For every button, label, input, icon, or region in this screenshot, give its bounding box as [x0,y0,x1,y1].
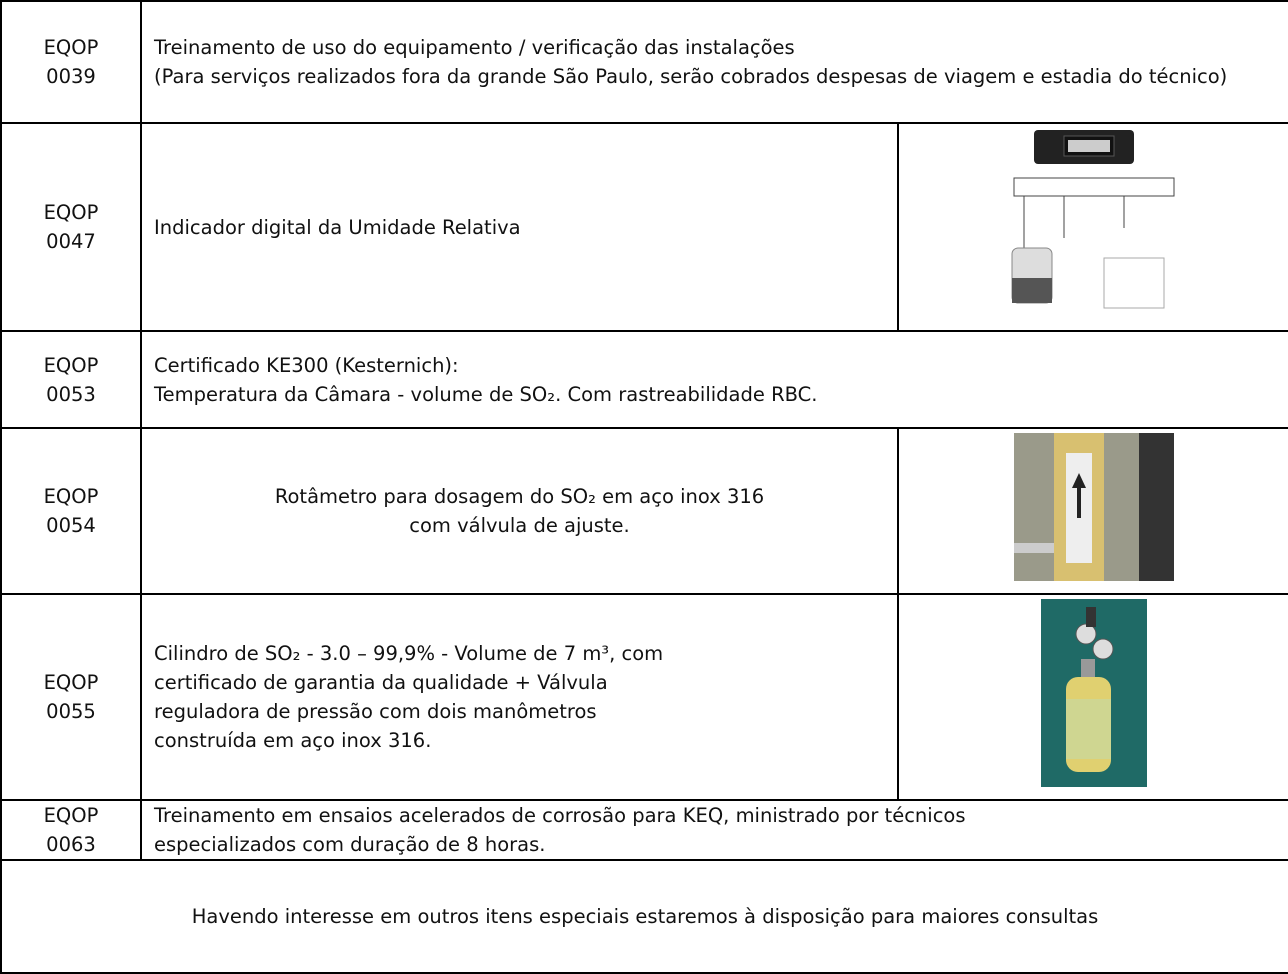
code: 0039 [46,65,96,88]
desc: Certificado KE300 (Kesternich): [154,353,459,377]
desc: reguladora de pressão com dois manômetro… [154,700,597,723]
desc-cell: Certificado KE300 (Kesternich): Temperatu… [139,330,1288,429]
rotameter-image [1013,433,1174,581]
desc-cell: Treinamento em ensaios acelerados de cor… [139,799,1288,861]
footer-cell: Havendo interesse em outros itens especi… [0,859,1288,974]
code-cell: EQOP 0053 [0,330,142,429]
desc: Treinamento em ensaios acelerados de cor… [154,804,966,827]
code-cell: EQOP 0039 [0,0,142,124]
code: EQOP [43,36,99,59]
desc: construída em aço inox 316. [154,729,432,752]
desc: com válvula de ajuste. [409,514,630,537]
image-cell [896,427,1288,595]
code: 0063 [46,833,96,856]
row: EQOP 0039 Treinamento de uso do equipamen… [0,0,1288,124]
code: 0055 [46,700,96,723]
code: EQOP [43,201,99,224]
row: EQOP 0063 Treinamento em ensaios acelerad… [0,799,1288,861]
row: Havendo interesse em outros itens especi… [0,859,1288,974]
code: EQOP [43,671,99,694]
image-cell [896,122,1288,332]
desc-cell: Indicador digital da Umidade Relativa [140,122,899,332]
image-cell [896,593,1288,801]
desc: (Para serviços realizados fora da grande… [154,65,1228,88]
row: EQOP 0055 Cilindro de SO₂ - 3.0 – 99,9% -… [0,593,1288,801]
desc: especializados com duração de 8 horas. [154,833,546,856]
code: 0047 [46,230,96,253]
code: EQOP [43,804,99,827]
desc-cell: Cilindro de SO₂ - 3.0 – 99,9% - Volume d… [140,593,899,801]
code-cell: EQOP 0054 [0,427,142,595]
desc: Indicador digital da Umidade Relativa [154,215,521,239]
cylinder-image [1040,599,1147,787]
code: EQOP [43,485,99,508]
row: EQOP 0054 Rotâmetro para dosagem do SO₂ e… [0,427,1288,595]
code: 0054 [46,514,96,537]
indicator-image [1011,130,1174,309]
desc: Treinamento de uso do equipamento / veri… [154,36,795,59]
desc-cell: Treinamento de uso do equipamento / veri… [139,0,1288,124]
code: 0053 [46,382,96,406]
code-cell: EQOP 0047 [0,122,142,332]
row: EQOP 0047 Indicador digital da Umidade Re… [0,122,1288,332]
code-cell: EQOP 0055 [0,593,142,801]
desc-cell: Rotâmetro para dosagem do SO₂ em aço ino… [140,427,899,595]
desc: Temperatura da Câmara - volume de SO₂. C… [154,382,818,406]
desc: Rotâmetro para dosagem do SO₂ em aço ino… [274,485,765,508]
code-cell: EQOP 0063 [0,799,142,861]
row: EQOP 0053 Certificado KE300 (Kesternich):… [0,330,1288,429]
desc: certificado de garantia da qualidade + V… [154,671,608,694]
footer: Havendo interesse em outros itens especi… [191,905,1099,928]
code: EQOP [43,353,99,377]
desc: Cilindro de SO₂ - 3.0 – 99,9% - Volume d… [154,642,664,665]
